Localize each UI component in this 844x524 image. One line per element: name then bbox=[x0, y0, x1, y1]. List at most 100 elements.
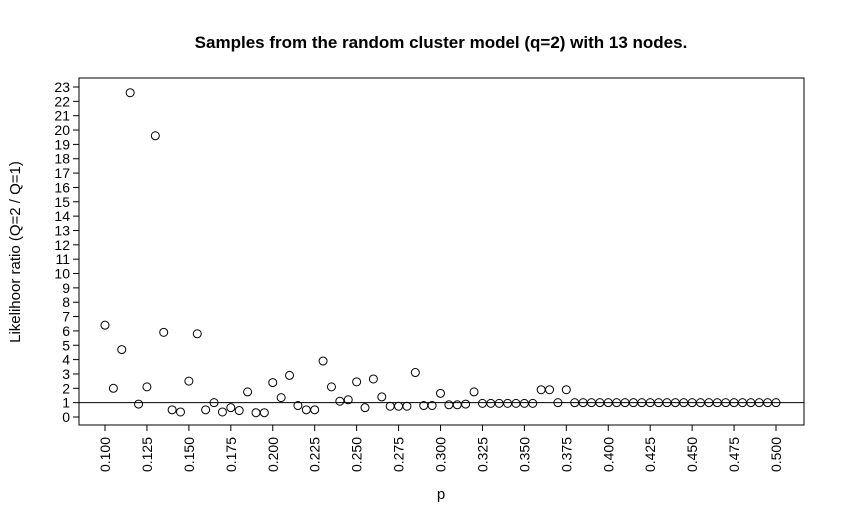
x-tick-label: 0.250 bbox=[349, 437, 365, 472]
x-tick-label: 0.225 bbox=[307, 437, 323, 472]
data-point bbox=[486, 398, 496, 408]
y-tick-label: 15 bbox=[54, 194, 70, 210]
data-point bbox=[276, 393, 286, 403]
data-point bbox=[293, 401, 303, 411]
x-tick-label: 0.100 bbox=[97, 437, 113, 472]
data-point bbox=[159, 327, 169, 337]
y-tick-label: 14 bbox=[54, 208, 70, 224]
data-point bbox=[234, 406, 244, 416]
x-tick-label: 0.475 bbox=[726, 437, 742, 472]
y-tick-label: 8 bbox=[62, 294, 70, 310]
x-tick-label: 0.200 bbox=[265, 437, 281, 472]
y-tick-label: 16 bbox=[54, 179, 70, 195]
data-point bbox=[343, 395, 353, 405]
data-point bbox=[217, 407, 227, 417]
y-tick-label: 4 bbox=[62, 352, 70, 368]
x-tick-label: 0.175 bbox=[223, 437, 239, 472]
data-point bbox=[427, 401, 437, 411]
data-point bbox=[134, 399, 144, 409]
data-point bbox=[561, 385, 571, 395]
x-tick-label: 0.350 bbox=[516, 437, 532, 472]
data-point bbox=[259, 408, 269, 418]
data-point bbox=[394, 401, 404, 411]
data-point bbox=[117, 345, 127, 355]
data-point bbox=[326, 382, 336, 392]
data-point bbox=[184, 376, 194, 386]
y-tick-label: 21 bbox=[54, 108, 70, 124]
data-point bbox=[268, 378, 278, 388]
x-tick-label: 0.450 bbox=[684, 437, 700, 472]
data-point bbox=[469, 387, 479, 397]
data-point bbox=[125, 88, 135, 98]
y-tick-label: 9 bbox=[62, 280, 70, 296]
y-tick-label: 22 bbox=[54, 93, 70, 109]
x-tick-label: 0.125 bbox=[139, 437, 155, 472]
data-point bbox=[477, 398, 487, 408]
y-tick-label: 20 bbox=[54, 122, 70, 138]
y-tick-label: 1 bbox=[62, 395, 70, 411]
data-point bbox=[536, 385, 546, 395]
data-point bbox=[301, 405, 311, 415]
x-tick-label: 0.275 bbox=[391, 437, 407, 472]
chart-title: Samples from the random cluster model (q… bbox=[195, 33, 688, 52]
data-point bbox=[167, 405, 177, 415]
data-point bbox=[461, 399, 471, 409]
data-point bbox=[285, 370, 295, 380]
y-tick-label: 17 bbox=[54, 165, 70, 181]
data-point bbox=[436, 388, 445, 398]
y-tick-label: 19 bbox=[54, 136, 70, 152]
data-point bbox=[175, 407, 185, 417]
y-tick-label: 18 bbox=[54, 151, 70, 167]
data-point bbox=[360, 403, 370, 413]
x-axis: 0.100 0.125 0.150 0.175 0.200 0.225 0.250 0.275… bbox=[97, 424, 784, 472]
data-point bbox=[402, 401, 412, 411]
y-tick-label: 23 bbox=[54, 79, 70, 95]
y-tick-label: 6 bbox=[62, 323, 70, 339]
data-point bbox=[142, 382, 152, 392]
data-point bbox=[335, 396, 345, 406]
data-point bbox=[100, 320, 110, 330]
data-point bbox=[444, 400, 454, 410]
data-point bbox=[108, 383, 118, 393]
data-point bbox=[452, 400, 462, 410]
data-point bbox=[150, 131, 160, 141]
data-point bbox=[251, 408, 261, 418]
x-tick-label: 0.375 bbox=[558, 437, 574, 472]
data-point bbox=[352, 377, 362, 387]
data-point bbox=[368, 374, 378, 384]
x-tick-label: 0.425 bbox=[642, 437, 658, 472]
y-axis-label: Likelihoor ratio (Q=2 / Q=1) bbox=[7, 161, 24, 343]
data-point bbox=[553, 398, 563, 408]
y-tick-label: 2 bbox=[62, 380, 70, 396]
data-point bbox=[528, 398, 538, 408]
data-point bbox=[192, 329, 202, 339]
data-point bbox=[310, 405, 320, 415]
y-tick-label: 7 bbox=[62, 309, 70, 325]
y-tick-label: 12 bbox=[54, 237, 70, 253]
y-tick-label: 13 bbox=[54, 222, 70, 238]
data-point bbox=[511, 398, 521, 408]
plot-frame bbox=[78, 77, 805, 426]
x-tick-label: 0.300 bbox=[433, 437, 449, 472]
data-point bbox=[771, 398, 781, 408]
data-point bbox=[385, 401, 395, 411]
data-point bbox=[519, 398, 529, 408]
x-tick-label: 0.500 bbox=[768, 437, 784, 472]
x-tick-label: 0.400 bbox=[600, 437, 616, 472]
data-points bbox=[100, 88, 781, 418]
y-tick-label: 0 bbox=[62, 409, 70, 425]
y-tick-label: 11 bbox=[55, 251, 70, 267]
data-point bbox=[410, 368, 420, 378]
x-tick-label: 0.150 bbox=[181, 437, 197, 472]
data-point bbox=[209, 398, 219, 408]
x-tick-label: 0.325 bbox=[474, 437, 490, 472]
y-tick-label: 10 bbox=[54, 266, 70, 282]
data-point bbox=[377, 392, 387, 402]
data-point bbox=[318, 356, 328, 366]
y-tick-label: 3 bbox=[62, 366, 70, 382]
y-tick-label: 5 bbox=[62, 337, 70, 353]
data-point bbox=[243, 387, 253, 397]
data-point bbox=[494, 398, 504, 408]
